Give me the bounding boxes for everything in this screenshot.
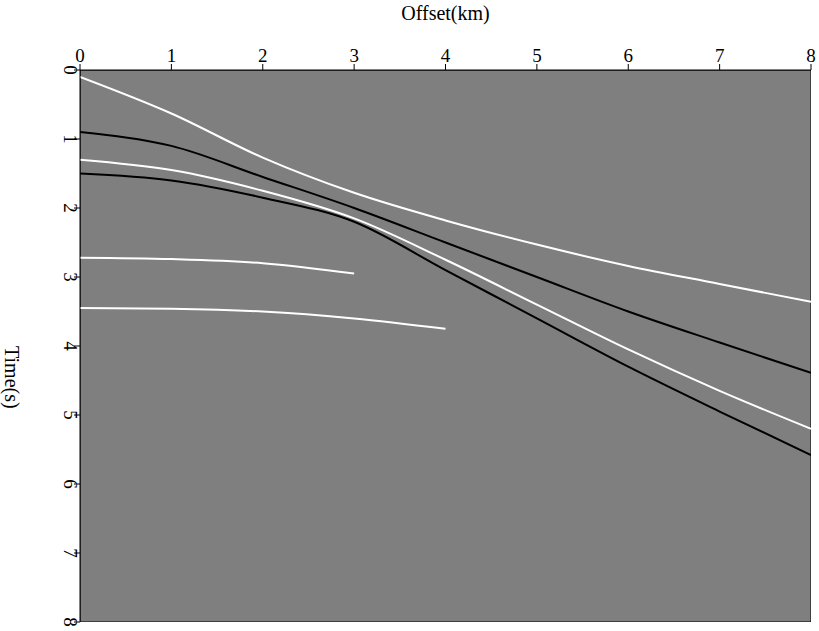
svg-text:Offset(km): Offset(km) [401, 2, 490, 25]
svg-text:8: 8 [60, 617, 81, 627]
svg-text:6: 6 [624, 45, 634, 66]
svg-text:6: 6 [60, 479, 81, 489]
svg-text:5: 5 [532, 45, 542, 66]
svg-text:0: 0 [75, 45, 85, 66]
svg-text:4: 4 [60, 341, 81, 351]
svg-text:1: 1 [60, 134, 81, 144]
svg-text:7: 7 [715, 45, 725, 66]
svg-text:Time(s): Time(s) [0, 346, 23, 409]
svg-text:7: 7 [60, 548, 81, 558]
svg-text:3: 3 [60, 272, 81, 282]
svg-text:0: 0 [60, 65, 81, 75]
svg-text:1: 1 [167, 45, 177, 66]
svg-text:8: 8 [806, 45, 816, 66]
svg-text:2: 2 [60, 203, 81, 213]
svg-text:2: 2 [258, 45, 268, 66]
svg-text:3: 3 [349, 45, 359, 66]
svg-text:5: 5 [60, 410, 81, 420]
svg-text:4: 4 [441, 45, 451, 66]
